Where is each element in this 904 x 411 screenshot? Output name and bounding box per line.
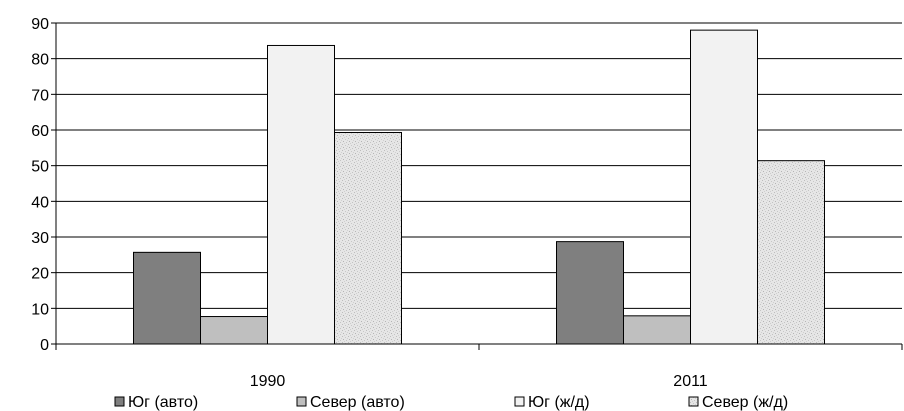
y-axis-tick-labels: 0 10 20 30 40 50 60 70 80 90 — [31, 16, 49, 354]
bar — [133, 251, 201, 345]
legend-swatch — [514, 396, 525, 407]
bar — [690, 29, 758, 345]
bar — [200, 316, 268, 345]
y-tick-label: 80 — [31, 52, 49, 69]
y-tick-label: 40 — [31, 194, 49, 211]
bar — [556, 241, 624, 345]
y-tick-label: 90 — [31, 16, 49, 33]
bar — [757, 160, 825, 345]
y-tick-label: 20 — [31, 266, 49, 283]
y-tick-label: 30 — [31, 230, 49, 247]
y-tick-label: 70 — [31, 87, 49, 104]
x-category-label: 2011 — [673, 373, 708, 390]
legend: Юг (авто) Север (авто) Юг (ж/д) Север (ж/д) — [114, 394, 788, 411]
legend-label: Юг (авто) — [128, 394, 198, 411]
x-category-label: 1990 — [250, 373, 286, 390]
y-tick-label: 50 — [31, 159, 49, 176]
y-tick-label: 0 — [40, 337, 49, 354]
x-axis-category-labels: 1990 2011 — [250, 373, 708, 390]
legend-label: Север (ж/д) — [702, 394, 788, 411]
legend-label: Север (авто) — [310, 394, 405, 411]
legend-swatch — [688, 396, 699, 407]
bar — [623, 315, 691, 345]
bar — [334, 131, 402, 345]
y-tick-label: 10 — [31, 301, 49, 318]
bar — [267, 44, 335, 345]
bars — [133, 29, 825, 345]
legend-swatch — [114, 396, 125, 407]
legend-label: Юг (ж/д) — [528, 394, 590, 411]
axes — [51, 22, 903, 350]
y-tick-label: 60 — [31, 123, 49, 140]
legend-swatch — [296, 396, 307, 407]
